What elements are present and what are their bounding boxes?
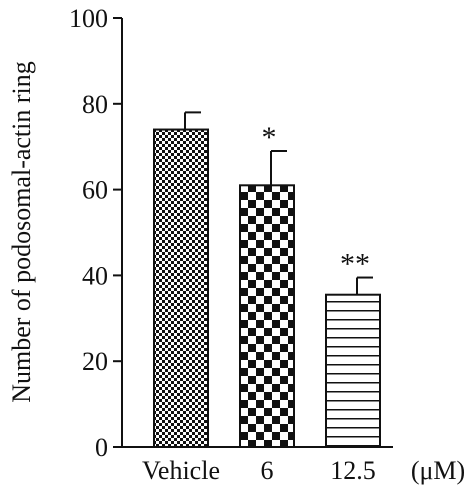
significance-label-1: * <box>262 121 277 154</box>
bar-2 <box>325 293 381 448</box>
y-tick-label: 40 <box>82 261 108 290</box>
x-tick-label: 12.5 <box>330 456 376 485</box>
y-tick-label: 0 <box>95 433 108 462</box>
x-tick-label: Vehicle <box>142 456 220 485</box>
significance-label-2: ** <box>340 248 370 281</box>
y-axis-title: Number of podosomal-actin ring <box>7 61 36 403</box>
y-tick-label: 20 <box>82 347 108 376</box>
y-tick-label: 80 <box>82 90 108 119</box>
bar-1 <box>239 184 295 448</box>
x-unit-label: (μM) <box>411 456 465 485</box>
y-tick-label: 60 <box>82 176 108 205</box>
bar-0 <box>153 128 209 448</box>
y-tick-label: 100 <box>69 4 108 33</box>
x-tick-label: 6 <box>261 456 274 485</box>
